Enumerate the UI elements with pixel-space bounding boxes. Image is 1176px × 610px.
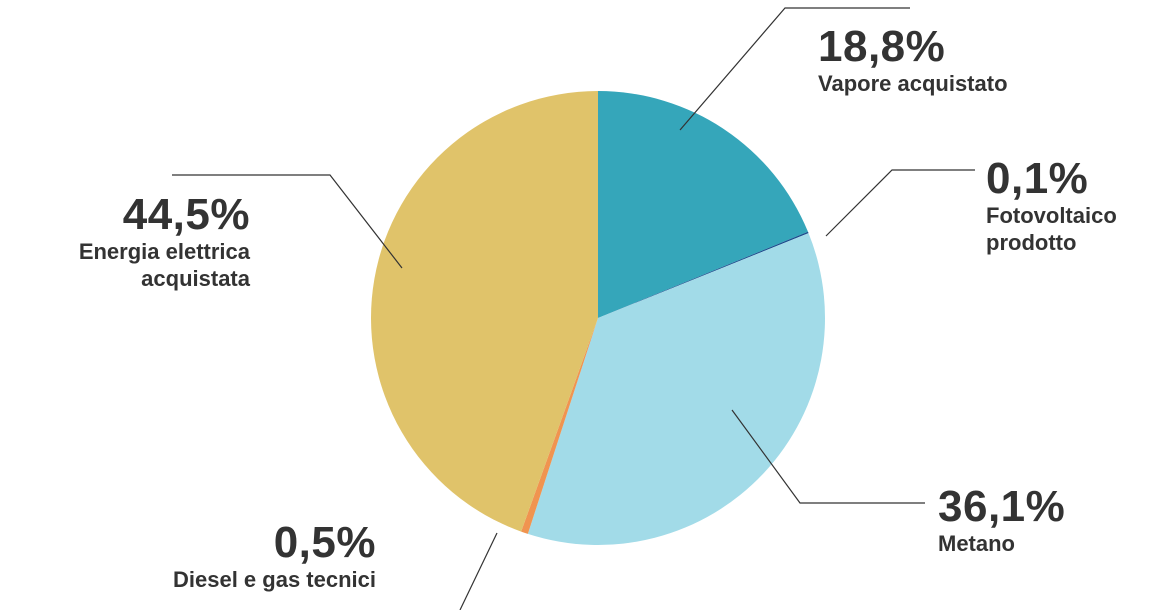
leader-vapore xyxy=(679,7,910,131)
percent-metano: 36,1% xyxy=(938,482,1066,531)
slice-vapore xyxy=(598,91,808,318)
leader-fotovoltaico xyxy=(825,169,975,237)
percent-vapore: 18,8% xyxy=(818,22,946,71)
name-metano: Metano xyxy=(938,531,1015,556)
label-energia: 44,5% Energia elettrica acquistata xyxy=(20,192,250,292)
leader-metano xyxy=(731,409,925,504)
pie-slices xyxy=(371,91,825,545)
slice-energia xyxy=(371,91,598,532)
percent-fotovoltaico: 0,1% xyxy=(986,154,1089,203)
slice-metano xyxy=(527,233,825,545)
leader-energia xyxy=(172,174,403,269)
label-metano: 36,1% Metano xyxy=(938,484,1065,557)
percent-diesel: 0,5% xyxy=(273,518,376,567)
name-fotovoltaico: Fotovoltaico prodotto xyxy=(986,203,1117,255)
name-diesel: Diesel e gas tecnici xyxy=(173,567,376,592)
slice-fotovoltaico xyxy=(598,231,809,318)
label-diesel: 0,5% Diesel e gas tecnici xyxy=(60,520,376,593)
percent-energia: 44,5% xyxy=(122,190,250,239)
name-vapore: Vapore acquistato xyxy=(818,71,1008,96)
label-fotovoltaico: 0,1% Fotovoltaico prodotto xyxy=(986,156,1166,256)
leader-diesel xyxy=(459,532,498,610)
leader-lines xyxy=(172,7,975,610)
slice-diesel xyxy=(521,318,598,534)
name-energia: Energia elettrica acquistata xyxy=(78,239,250,291)
label-vapore: 18,8% Vapore acquistato xyxy=(818,24,1008,97)
